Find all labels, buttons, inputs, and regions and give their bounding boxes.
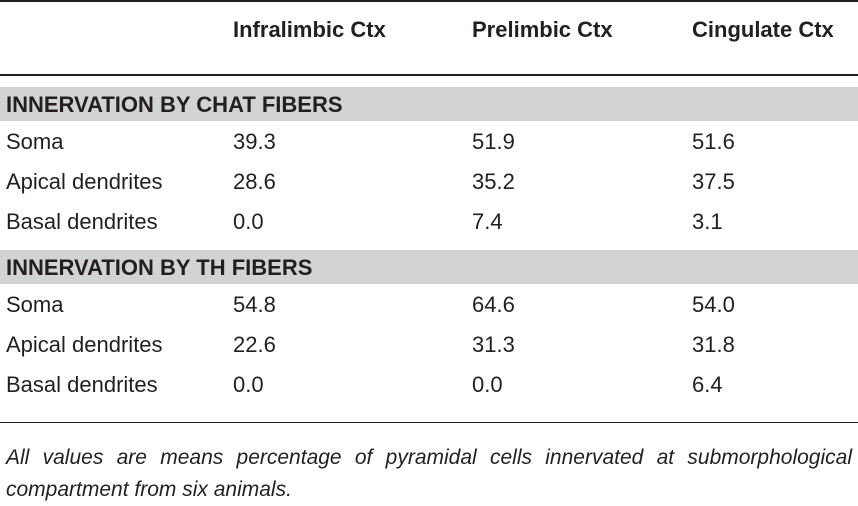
table-bottom-rule [0,422,858,423]
cell-value: 31.8 [692,332,735,357]
cell-value: 28.6 [233,169,276,194]
table-row: Apical dendrites 22.6 31.3 31.8 [0,328,858,364]
row-label: Basal dendrites [6,209,158,234]
table-top-rule [0,0,858,2]
table-row: Basal dendrites 0.0 0.0 6.4 [0,368,858,404]
row-label: Apical dendrites [6,169,163,194]
cell-value: 31.3 [472,332,515,357]
row-label: Soma [6,129,64,154]
row-label: Soma [6,292,64,317]
table-footnote: All values are means percentage of pyram… [6,446,852,501]
cell-value: 3.1 [692,209,723,234]
header-rule [0,74,858,76]
column-header-cingulate: Cingulate Ctx [692,17,834,42]
row-label: Apical dendrites [6,332,163,357]
table-row: Soma 54.8 64.6 54.0 [0,288,858,324]
cell-value: 51.6 [692,129,735,154]
cell-value: 7.4 [472,209,503,234]
cell-value: 0.0 [233,209,264,234]
section-title: INNERVATION BY TH FIBERS [6,255,313,280]
cell-value: 0.0 [233,372,264,397]
cell-value: 37.5 [692,169,735,194]
row-label: Basal dendrites [6,372,158,397]
cell-value: 22.6 [233,332,276,357]
cell-value: 35.2 [472,169,515,194]
table-row: Basal dendrites 0.0 7.4 3.1 [0,205,858,241]
cell-value: 64.6 [472,292,515,317]
table-header-row: Infralimbic Ctx Prelimbic Ctx Cingulate … [0,13,858,53]
cell-value: 39.3 [233,129,276,154]
section-header-th: INNERVATION BY TH FIBERS [0,250,858,284]
cell-value: 54.0 [692,292,735,317]
table-row: Apical dendrites 28.6 35.2 37.5 [0,165,858,201]
cell-value: 0.0 [472,372,503,397]
column-header-infralimbic: Infralimbic Ctx [233,17,386,42]
section-title: INNERVATION BY CHAT FIBERS [6,92,343,117]
section-header-chat: INNERVATION BY CHAT FIBERS [0,87,858,121]
cell-value: 51.9 [472,129,515,154]
cell-value: 6.4 [692,372,723,397]
column-header-prelimbic: Prelimbic Ctx [472,17,613,42]
table-row: Soma 39.3 51.9 51.6 [0,125,858,161]
cell-value: 54.8 [233,292,276,317]
